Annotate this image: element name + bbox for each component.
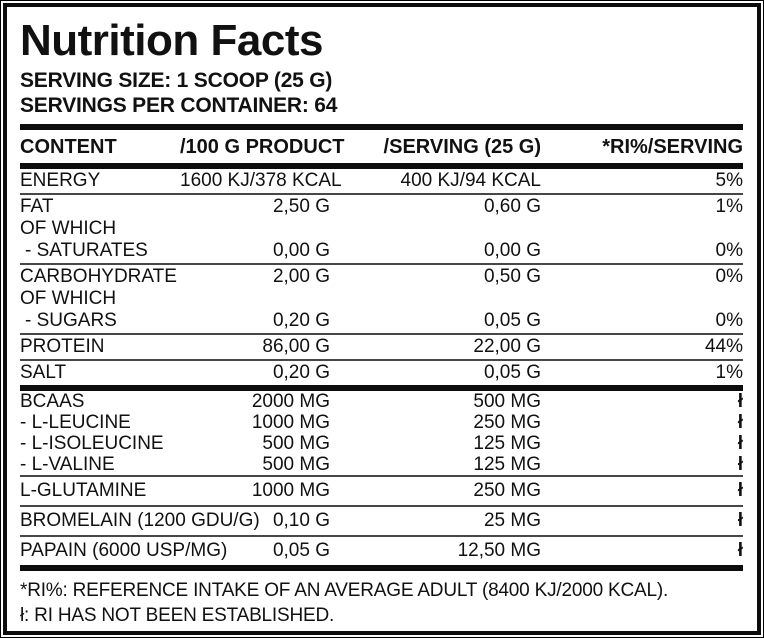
col-header-per-serving: /SERVING (25 G) bbox=[330, 124, 541, 169]
row-label: OF WHICH bbox=[20, 218, 117, 239]
row-per-100g-value: 0,10 G bbox=[180, 506, 330, 537]
row-per-100g-value: 0,20 G bbox=[180, 360, 330, 391]
table-row: - SUGARS 0,20 G 0,05 G 0% bbox=[20, 309, 743, 335]
table-row: - L-VALINE 500 MG 125 MG ł bbox=[20, 454, 743, 477]
row-per-100g-value: 86,00 G bbox=[180, 334, 330, 361]
row-ri-value: 0% bbox=[541, 309, 743, 335]
row-per-100g-value: 500 MG bbox=[262, 433, 330, 454]
table-row: - SATURATES 0,00 G 0,00 G 0% bbox=[20, 239, 743, 265]
table-row: SALT 0,20 G 0,05 G 1% bbox=[20, 360, 743, 391]
table-row: OF WHICH bbox=[20, 219, 743, 239]
table-row: BROMELAIN (1200 GDU/G) 0,10 G 25 MG ł bbox=[20, 506, 743, 537]
nutrition-facts-label: Nutrition Facts SERVING SIZE: 1 SCOOP (2… bbox=[3, 3, 761, 635]
row-per-serving-value: 0,00 G bbox=[330, 239, 541, 265]
row-label: OF WHICH bbox=[20, 288, 117, 309]
table-row: PROTEIN 86,00 G 22,00 G 44% bbox=[20, 334, 743, 361]
row-per-100g-value: 500 MG bbox=[180, 454, 330, 477]
row-label: CARBOHYDRATE bbox=[20, 266, 177, 287]
row-per-serving-value: 0,50 G bbox=[483, 266, 541, 287]
row-label: L-GLUTAMINE bbox=[20, 476, 180, 507]
row-label: PAPAIN (6000 USP/MG) bbox=[20, 536, 227, 571]
row-label: - SUGARS bbox=[20, 309, 180, 335]
table-row: PAPAIN (6000 USP/MG) 0,05 G 12,50 MG ł bbox=[20, 536, 743, 571]
row-per-serving-value: 0,05 G bbox=[330, 309, 541, 335]
row-per-serving-value: 250 MG bbox=[473, 412, 541, 433]
row-per-100g-value: 2,50 G bbox=[272, 196, 330, 217]
row-label: FAT bbox=[20, 196, 54, 217]
row-label: BROMELAIN (1200 GDU/G) bbox=[20, 506, 260, 537]
row-per-serving-value: 125 MG bbox=[330, 454, 541, 477]
row-per-100g-value: 0,20 G bbox=[180, 309, 330, 335]
row-ri-value bbox=[541, 219, 743, 239]
col-header-ri-percent: *RI%/SERVING bbox=[541, 124, 743, 169]
nutrition-table: CONTENT /100 G PRODUCT /SERVING (25 G) *… bbox=[20, 124, 743, 571]
row-ri-value: 0% bbox=[715, 266, 743, 287]
servings-per-container-line: SERVINGS PER CONTAINER: 64 bbox=[20, 94, 338, 117]
table-body: ENERGY 1600 KJ/378 KCAL 400 KJ/94 KCAL 5… bbox=[20, 166, 743, 571]
row-per-100g-value bbox=[180, 289, 330, 309]
row-label: - SATURATES bbox=[20, 239, 180, 265]
row-ri-value: ł bbox=[541, 506, 743, 537]
row-label: - L-LEUCINE bbox=[20, 412, 131, 433]
row-ri-value: 44% bbox=[541, 334, 743, 361]
row-per-serving-value: 0,05 G bbox=[330, 360, 541, 391]
row-per-serving-value: 400 KJ/94 KCAL bbox=[330, 166, 541, 195]
row-per-100g-value: 0,05 G bbox=[180, 536, 330, 571]
table-row: OF WHICH bbox=[20, 289, 743, 309]
row-ri-value: 0% bbox=[541, 239, 743, 265]
row-label: PROTEIN bbox=[20, 334, 180, 361]
serving-size-line: SERVING SIZE: 1 SCOOP (25 G) bbox=[20, 69, 333, 92]
row-per-serving-value: 250 MG bbox=[330, 476, 541, 507]
col-header-per-100g: /100 G PRODUCT bbox=[180, 124, 344, 169]
table-row: L-GLUTAMINE 1000 MG 250 MG ł bbox=[20, 476, 743, 507]
row-per-100g-value: 2,00 G bbox=[272, 266, 330, 287]
table-row: ENERGY 1600 KJ/378 KCAL 400 KJ/94 KCAL 5… bbox=[20, 166, 743, 195]
row-per-100g-value: 2000 MG bbox=[251, 391, 330, 412]
row-ri-value: ł bbox=[737, 391, 743, 412]
row-ri-value: ł bbox=[737, 433, 743, 454]
row-label: ENERGY bbox=[20, 166, 180, 195]
table-row: BCAAS 2000 MG 500 MG ł bbox=[20, 388, 743, 412]
row-ri-value: 1% bbox=[541, 360, 743, 391]
row-ri-value: ł bbox=[541, 476, 743, 507]
row-per-serving-value: 12,50 MG bbox=[330, 536, 541, 571]
table-row: - L-ISOLEUCINE 500 MG 125 MG ł bbox=[20, 433, 743, 454]
table-row: FAT 2,50 G 0,60 G 1% bbox=[20, 194, 743, 219]
row-per-serving-value: 25 MG bbox=[330, 506, 541, 537]
row-ri-value: 5% bbox=[541, 166, 743, 195]
footnotes: *RI%: REFERENCE INTAKE OF AN AVERAGE ADU… bbox=[20, 571, 743, 631]
row-per-serving-value: 125 MG bbox=[473, 433, 541, 454]
row-per-100g-value bbox=[180, 219, 330, 239]
table-header-row: CONTENT /100 G PRODUCT /SERVING (25 G) *… bbox=[20, 124, 743, 169]
row-label: BCAAS bbox=[20, 391, 85, 412]
table-header: CONTENT /100 G PRODUCT /SERVING (25 G) *… bbox=[20, 124, 743, 169]
row-per-serving-value: 22,00 G bbox=[330, 334, 541, 361]
row-ri-value: ł bbox=[541, 454, 743, 477]
table-row: CARBOHYDRATE 2,00 G 0,50 G 0% bbox=[20, 264, 743, 289]
row-per-100g-value: 1000 MG bbox=[251, 412, 330, 433]
row-label: - L-ISOLEUCINE bbox=[20, 433, 164, 454]
row-ri-value: ł bbox=[737, 412, 743, 433]
page-title: Nutrition Facts bbox=[20, 16, 323, 65]
row-per-serving-value bbox=[330, 289, 541, 309]
col-header-content: CONTENT bbox=[20, 124, 180, 169]
footnote-symbol-explanation: ł: RI HAS NOT BEEN ESTABLISHED. bbox=[20, 605, 335, 626]
row-per-100g-value: 1600 KJ/378 KCAL bbox=[180, 166, 342, 195]
row-per-serving-value: 0,60 G bbox=[483, 196, 541, 217]
row-per-100g-value: 1000 MG bbox=[180, 476, 330, 507]
row-ri-value: 1% bbox=[715, 196, 743, 217]
row-per-serving-value bbox=[330, 219, 541, 239]
row-ri-value: ł bbox=[541, 536, 743, 571]
footnote-ri: *RI%: REFERENCE INTAKE OF AN AVERAGE ADU… bbox=[20, 580, 669, 601]
row-label: SALT bbox=[20, 360, 180, 391]
row-per-100g-value: 0,00 G bbox=[180, 239, 330, 265]
row-ri-value bbox=[541, 289, 743, 309]
row-per-serving-value: 500 MG bbox=[473, 391, 541, 412]
table-row: - L-LEUCINE 1000 MG 250 MG ł bbox=[20, 412, 743, 433]
row-label: - L-VALINE bbox=[20, 454, 180, 477]
